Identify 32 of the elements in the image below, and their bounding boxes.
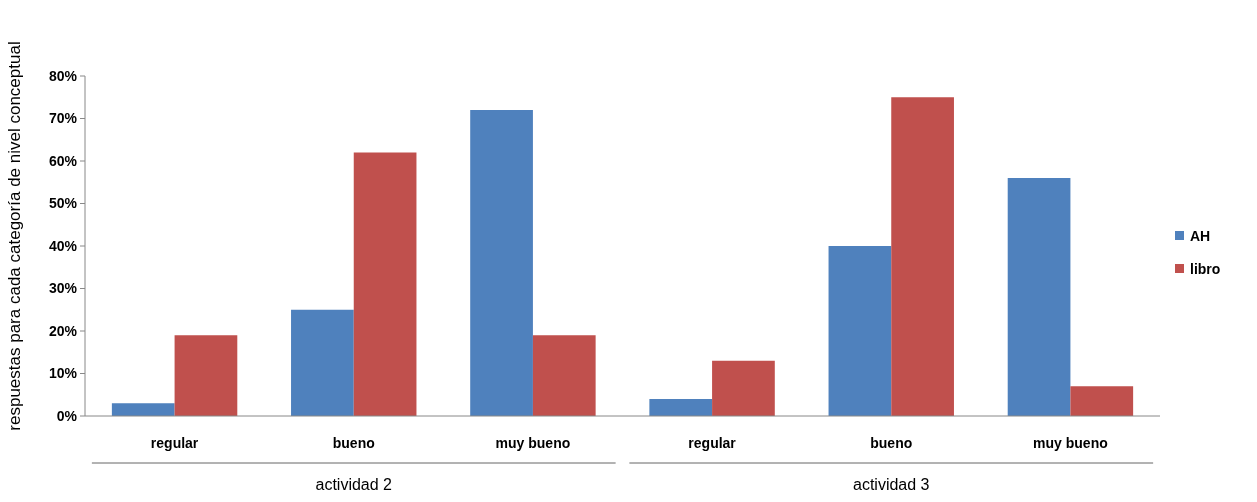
bar [891, 97, 954, 416]
y-axis-title: respuestas para cada categoría de nivel conceptual [5, 41, 24, 431]
bar [532, 335, 596, 416]
legend-label: libro [1190, 260, 1221, 277]
text: actividad 2 [315, 476, 393, 493]
bar [353, 152, 417, 416]
bar [291, 309, 354, 416]
bar [712, 360, 775, 416]
x-tick-label: muy bueno [1033, 435, 1108, 451]
y-tick-label: 10% [48, 365, 78, 382]
bar [1070, 386, 1134, 416]
y-tick-label: 60% [48, 152, 78, 169]
y-tick-label: 50% [48, 195, 78, 212]
x-tick-label: regular [150, 435, 199, 451]
y-tick-label: 30% [48, 280, 78, 297]
y-tick-label: 40% [48, 237, 78, 254]
legend-label: AH [1190, 227, 1211, 244]
bar [828, 246, 892, 416]
bar [1007, 178, 1071, 416]
bar [174, 335, 238, 416]
x-tick-label: muy bueno [495, 435, 571, 451]
x-tick-label: regular [688, 435, 737, 451]
bar [111, 403, 175, 416]
bar [649, 399, 713, 416]
bar [470, 110, 533, 416]
y-tick-label: 70% [48, 110, 78, 127]
y-tick-label: 80% [48, 67, 78, 84]
y-tick-label: 0% [56, 407, 78, 424]
x-tick-label: bueno [870, 435, 913, 451]
x-tick-label: bueno [332, 435, 375, 451]
text: actividad 3 [853, 476, 930, 493]
y-tick-label: 20% [48, 322, 78, 339]
